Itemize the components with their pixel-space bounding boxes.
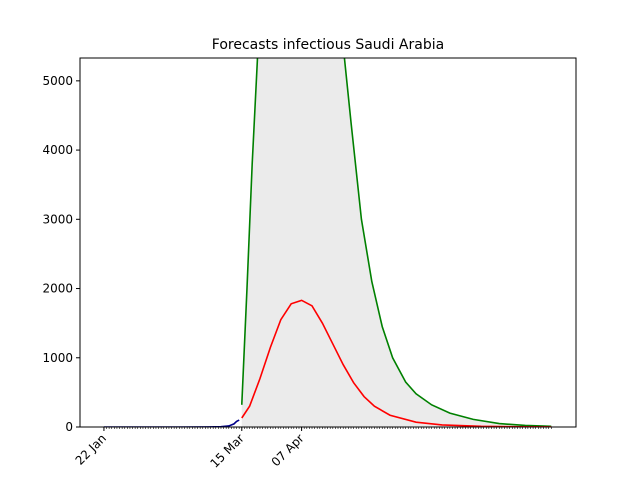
y-tick-label: 2000 [42,282,73,296]
y-tick-label: 4000 [42,143,73,157]
y-tick-label: 5000 [42,74,73,88]
axes-frame [79,57,577,428]
line-series [241,299,552,427]
y-tick-label: 1000 [42,351,73,365]
line-series [240,58,552,427]
y-tick-label: 3000 [42,212,73,226]
y-tick-label: 0 [65,420,73,434]
band-fill [241,58,552,427]
chart-title: Forecasts infectious Saudi Arabia [212,37,444,53]
